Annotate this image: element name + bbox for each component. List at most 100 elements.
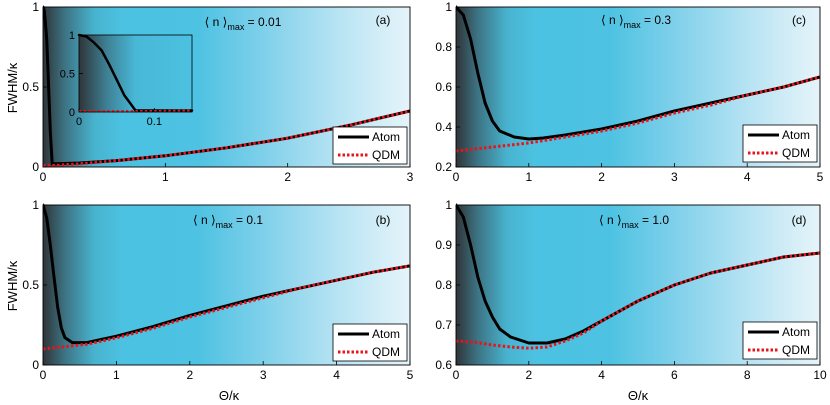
panel-a-series-atom [43, 5, 410, 166]
panel-c: 0 1 2 3 4 5 0.2 0.4 0.6 0.8 1 (c) ⟨ n ⟩max = 0.3 A… [435, 0, 823, 184]
panel-c-n-sub: max [624, 20, 642, 30]
panel-a-n-sub: max [227, 22, 245, 32]
panel-b-n-sub: max [216, 220, 234, 230]
panel-a-series-qdm [43, 109, 410, 167]
panel-c-ytick-label: 0.8 [435, 40, 452, 54]
panel-b-n-prefix: ⟨ n ⟩ [193, 213, 216, 227]
panel-d-series-atom [456, 203, 820, 345]
panel-d-ytick-label: 0.8 [435, 278, 452, 292]
panel-d-ytick-label: 0.7 [435, 318, 452, 332]
panel-d-xtick-label: 0 [453, 368, 460, 382]
panel-b-series-group [43, 203, 410, 351]
ylabel-bottom-left: FWHM/κ [5, 260, 20, 311]
panel-b-nmax: ⟨ n ⟩max = 0.1 [193, 213, 263, 230]
panel-a-frame [42, 6, 411, 168]
panel-c-plot: 0 1 2 3 4 5 0.2 0.4 0.6 0.8 1 [435, 0, 823, 184]
panel-c-xtick-label: 5 [817, 170, 824, 184]
panel-b-xtick-label: 2 [186, 368, 193, 382]
panel-c-series-group [456, 5, 820, 153]
panel-c-ytick-label: 0.4 [435, 120, 452, 134]
panel-d-ytick-label: 0.6 [435, 358, 452, 372]
panel-a-legend-atom: Atom [372, 130, 400, 144]
panel-b: 0 1 2 3 4 5 0 0.5 1 (b) ⟨ n ⟩max = 0.1 Atom QDM [22, 198, 413, 382]
panel-d-xtick-label: 4 [598, 368, 605, 382]
panel-c-legend-qdm: QDM [782, 146, 810, 160]
panel-b-legend-atom: Atom [372, 327, 400, 341]
xlabel-right: Θ/κ [628, 388, 649, 403]
panel-d-series-qdm [456, 251, 820, 350]
panel-d-legend-box [742, 321, 818, 360]
panel-b-xtick-label: 5 [407, 368, 414, 382]
panel-b-xtick-label: 4 [333, 368, 340, 382]
panel-a-inset-frame [78, 34, 193, 113]
panel-a-legend-box [332, 126, 408, 165]
panel-b-plot: 0 1 2 3 4 5 0 0.5 1 [22, 198, 413, 382]
panel-c-series-atom [456, 5, 820, 141]
panel-c-xtick-label: 1 [525, 170, 532, 184]
panel-b-ytick-label: 0 [32, 358, 39, 372]
panel-a-n-value: = 0.01 [244, 15, 281, 29]
panel-c-series-qdm [456, 75, 820, 153]
panel-d: 0 2 4 6 8 100.60.70.80.91 (d) ⟨ n ⟩max = 1.0 … [435, 198, 827, 382]
panel-d-xtick-label: 8 [744, 368, 751, 382]
panel-a-ytick-label: 0.5 [22, 80, 39, 94]
panel-a-ytick-label: 1 [32, 0, 39, 14]
panel-a-inset-ytick-label: 0 [69, 107, 75, 119]
ylabel-top-left: FWHM/κ [5, 62, 20, 113]
panel-b-legend-box [332, 323, 408, 362]
panel-b-label: (b) [376, 213, 391, 227]
panel-a-inset-xtick-label: 0.1 [147, 116, 162, 128]
panel-c-legend-box [742, 124, 818, 163]
panel-a-legend: Atom QDM [332, 126, 408, 165]
panel-a-ytick-label: 0 [32, 160, 39, 174]
panel-b-ytick-label: 1 [32, 198, 39, 212]
panel-b-frame [42, 204, 411, 366]
panel-b-n-value: = 0.1 [233, 213, 264, 227]
panel-c-xtick-label: 2 [598, 170, 605, 184]
panel-a-plot: 0 1 2 3 0 0.5 1 [22, 0, 413, 184]
panel-c-legend: Atom QDM [742, 124, 818, 163]
panel-a-inset-background [79, 35, 192, 112]
panel-a-legend-qdm: QDM [372, 148, 400, 162]
panel-c-legend-atom: Atom [782, 128, 810, 142]
panel-d-series-group [456, 203, 820, 350]
panel-c-ytick-label: 0.6 [435, 80, 452, 94]
panel-d-label: (d) [792, 213, 807, 227]
panel-a-xtick-label: 1 [162, 170, 169, 184]
panel-c-xtick-label: 0 [453, 170, 460, 184]
panel-d-plot: 0 2 4 6 8 10 0.6 0.7 0.8 0.9 1 [435, 198, 827, 382]
panel-c-nmax: ⟨ n ⟩max = 0.3 [601, 13, 671, 30]
panel-b-xtick-label: 3 [260, 368, 267, 382]
panel-d-xtick-label: 6 [671, 368, 678, 382]
panel-a-inset-ytick-label: 1 [69, 30, 75, 42]
panel-a-series-group [43, 5, 410, 167]
panel-a-xtick-label: 3 [407, 170, 414, 184]
panel-d-ytick-label: 1 [445, 198, 452, 212]
panel-d-legend: Atom QDM [742, 321, 818, 360]
panel-c-label: (c) [792, 13, 806, 27]
panel-c-ytick-label: 0.2 [435, 160, 452, 174]
panel-d-xtick-label: 10 [813, 368, 827, 382]
panel-a-n-prefix: ⟨ n ⟩ [205, 15, 228, 29]
panel-d-xtick-label: 2 [525, 368, 532, 382]
panel-d-nmax: ⟨ n ⟩max = 1.0 [599, 213, 669, 230]
panel-b-xtick-label: 1 [113, 368, 120, 382]
panel-d-ytick-label: 0.9 [435, 238, 452, 252]
panel-d-legend-atom: Atom [782, 325, 810, 339]
panel-c-xtick-label: 3 [671, 170, 678, 184]
panel-c-ytick-label: 1 [445, 0, 452, 14]
panel-c-n-prefix: ⟨ n ⟩ [601, 13, 624, 27]
panel-d-legend-qdm: QDM [782, 343, 810, 357]
panel-a-xtick-label: 0 [40, 170, 47, 184]
panel-a-label: (a) [376, 13, 391, 27]
xlabel-left: Θ/κ [219, 388, 240, 403]
panel-a-inset-xtick-label: 0 [76, 116, 82, 128]
panel-a: 0 1 2 300.51 (a) ⟨ n ⟩max = 0.01 0 0.100.51 … [22, 0, 413, 184]
panel-b-series-atom [43, 203, 410, 345]
panel-a-inset-ytick-label: 0.5 [60, 69, 75, 81]
panel-b-xtick-label: 0 [40, 368, 47, 382]
panel-a-inset-plot: 0 0.1 0 0.5 1 [60, 30, 194, 128]
panel-d-n-prefix: ⟨ n ⟩ [599, 213, 622, 227]
panel-b-legend-qdm: QDM [372, 345, 400, 359]
